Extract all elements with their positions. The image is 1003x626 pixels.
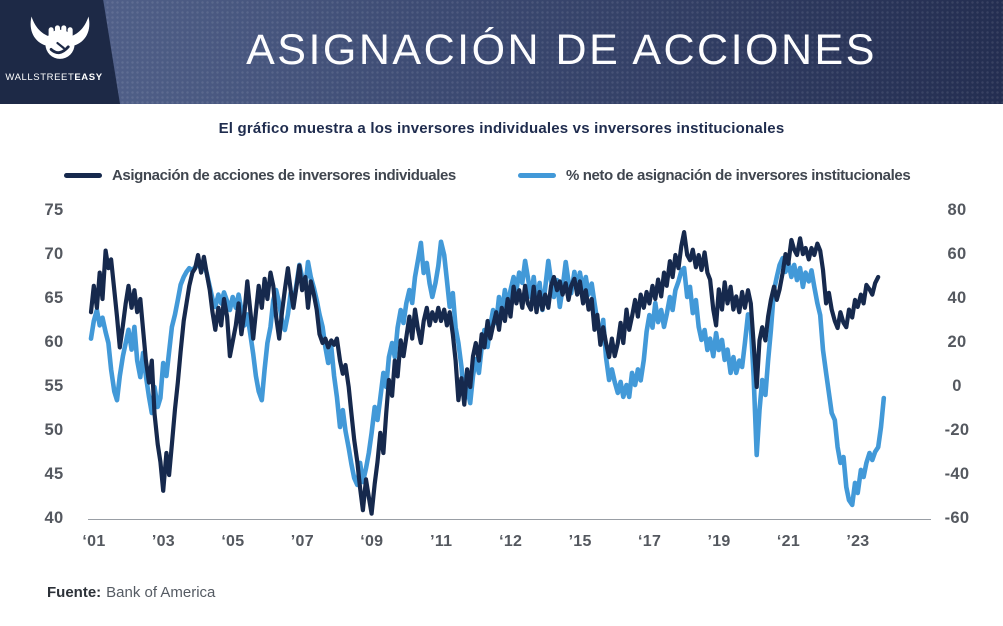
brand-wordmark-bold: EASY [74, 72, 103, 83]
legend-label: Asignación de acciones de inversores ind… [112, 166, 456, 184]
bull-icon [30, 16, 90, 59]
x-axis-tick: ‘12 [499, 533, 523, 550]
y-axis-right-tick: 40 [947, 289, 967, 307]
x-axis-tick: ‘09 [360, 533, 384, 550]
legend-item: % neto de asignación de inversores insti… [518, 166, 911, 184]
y-axis-right-tick: -20 [944, 421, 970, 439]
y-axis-left-tick: 40 [44, 509, 64, 527]
x-axis-tick: ‘05 [221, 533, 245, 550]
y-axis-left-tick: 55 [44, 377, 64, 395]
x-axis-tick: ’23 [846, 533, 870, 550]
x-axis-line [88, 519, 931, 520]
legend-line-swatch [518, 172, 556, 178]
x-axis-tick: ’03 [151, 533, 176, 550]
x-axis-tick: ‘17 [638, 533, 662, 550]
x-axis-tick: ’11 [430, 533, 453, 550]
x-axis-tick: ’07 [290, 533, 314, 550]
y-axis-right-tick: 80 [947, 201, 967, 219]
legend-item: Asignación de acciones de inversores ind… [64, 166, 456, 184]
brand-wordmark: WALLSTREETEASY [0, 72, 108, 83]
y-axis-left-tick: 45 [44, 465, 64, 483]
header: ASIGNACIÓN DE ACCIONES WALLSTREETEASY [0, 0, 1003, 104]
y-axis-left-tick: 65 [44, 289, 64, 307]
y-axis-left-tick: 75 [44, 201, 64, 219]
source-label: Fuente: [47, 584, 102, 601]
page-title: ASIGNACIÓN DE ACCIONES [246, 25, 877, 74]
individual-investors-line [88, 230, 881, 516]
source-note: Fuente: Bank of America [47, 584, 215, 601]
y-axis-right-tick: 20 [947, 333, 967, 351]
y-axis-left-tick: 60 [44, 333, 64, 351]
legend-line-swatch [64, 172, 102, 178]
x-axis-tick: ‘01 [82, 533, 106, 550]
x-axis-tick: ’19 [707, 533, 731, 550]
brand-wordmark-regular: WALLSTREET [5, 72, 75, 83]
chart-subtitle: El gráfico muestra a los inversores indi… [218, 120, 785, 137]
source-value: Bank of America [106, 584, 216, 601]
y-axis-right-tick: -60 [944, 509, 970, 527]
y-axis-right-tick: 60 [947, 245, 967, 263]
y-axis-right-tick: -40 [944, 465, 970, 483]
x-axis-tick: ’15 [568, 533, 592, 550]
x-axis-tick: ‘21 [776, 533, 801, 550]
y-axis-right-tick: 0 [952, 377, 962, 395]
y-axis-left-tick: 70 [44, 245, 64, 263]
legend-label: % neto de asignación de inversores insti… [566, 166, 911, 184]
brand-logo-block: WALLSTREETEASY [0, 0, 120, 104]
y-axis-left-tick: 50 [44, 421, 64, 439]
